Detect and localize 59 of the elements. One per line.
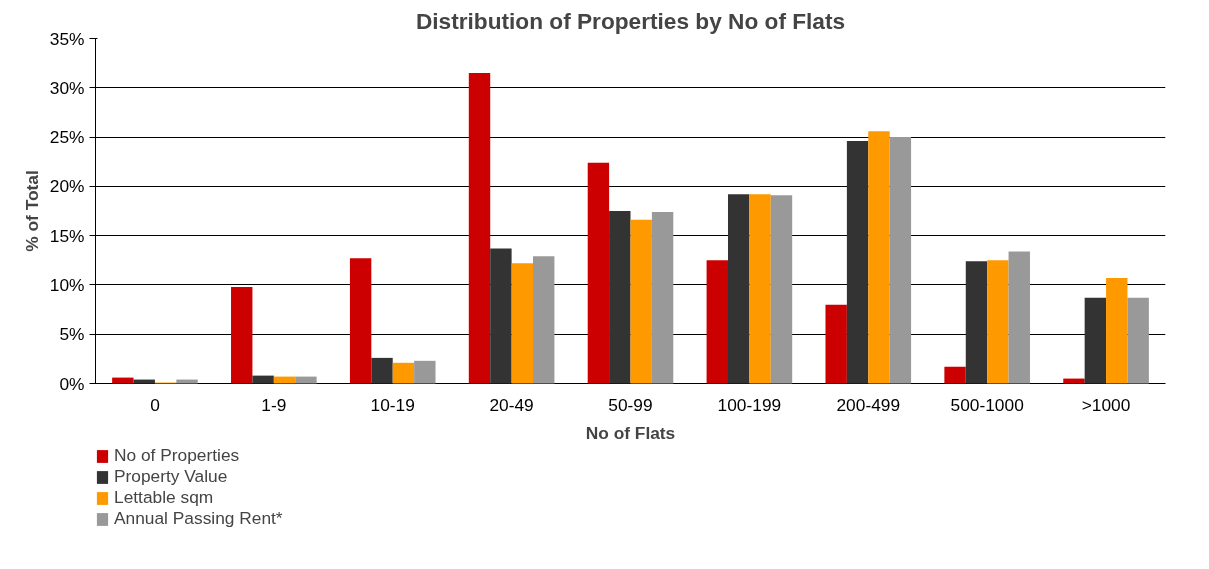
y-tick-label: 30% [49, 77, 85, 98]
chart-title: Distribution of Properties by No of Flats [415, 7, 846, 34]
bar [252, 375, 274, 384]
bar [825, 304, 847, 384]
legend-label: Annual Passing Rent* [114, 508, 283, 529]
bar [770, 195, 793, 384]
bar [944, 366, 966, 384]
y-axis-title: % of Total [21, 170, 42, 252]
bar [889, 137, 912, 384]
bar [1084, 297, 1107, 384]
bar [727, 194, 750, 384]
bar [273, 376, 296, 384]
x-tick-label: 1-9 [261, 394, 287, 415]
bar [706, 260, 728, 384]
bar [749, 194, 771, 384]
x-tick-label: 500-1000 [950, 394, 1024, 415]
x-tick-label: 50-99 [608, 394, 653, 415]
bar [609, 211, 631, 384]
bar [651, 211, 674, 384]
bar [846, 141, 869, 384]
legend-label: No of Properties [114, 445, 240, 466]
y-tick-label: 15% [49, 225, 85, 246]
bar [1063, 378, 1085, 384]
bar [1008, 251, 1030, 384]
bar [414, 360, 436, 384]
bar [231, 286, 253, 384]
bar [112, 377, 134, 384]
x-tick-label: 200-499 [836, 394, 901, 415]
x-tick-label: 0 [150, 394, 160, 415]
bar [587, 162, 610, 384]
bar [1127, 297, 1149, 384]
bar [295, 376, 317, 384]
x-tick-label: 20-49 [489, 394, 534, 415]
x-axis-title: No of Flats [585, 422, 676, 443]
bar [176, 379, 198, 384]
bar [533, 256, 555, 384]
legend-label: Property Value [114, 466, 228, 487]
y-tick-label: 20% [49, 176, 85, 197]
legend-label: Lettable sqm [114, 487, 214, 508]
y-tick-label: 5% [59, 324, 85, 345]
x-tick-label: 10-19 [370, 394, 415, 415]
bar [468, 73, 491, 384]
x-tick-label: 100-199 [717, 394, 782, 415]
y-tick-label: 25% [49, 127, 85, 148]
bar [630, 219, 652, 384]
y-tick-label: 10% [49, 274, 85, 295]
bar [511, 263, 534, 384]
bar [965, 261, 988, 384]
y-tick-label: 0% [59, 373, 85, 394]
bar [1106, 278, 1128, 384]
bar [868, 131, 890, 384]
y-tick-label: 35% [49, 28, 85, 49]
bar [987, 260, 1009, 384]
bar [133, 379, 155, 384]
bar [349, 258, 372, 384]
bar [371, 357, 393, 384]
x-tick-label: >1000 [1081, 394, 1131, 415]
bar [392, 362, 415, 384]
bar [490, 248, 512, 384]
